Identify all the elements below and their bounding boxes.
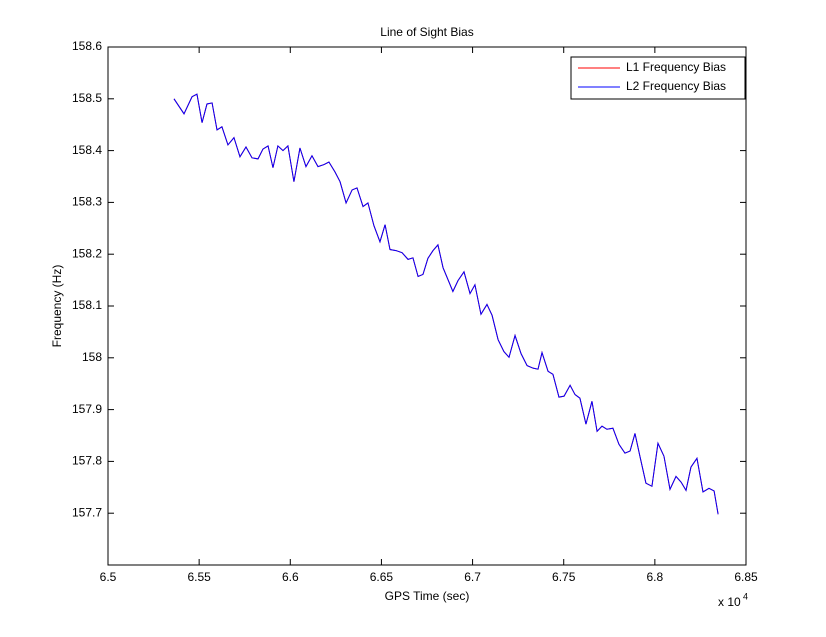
y-tick-label: 158.3 [72,195,102,209]
y-tick-label: 158.2 [72,246,102,260]
y-axis-label: Frequency (Hz) [50,265,64,348]
y-tick-label: 157.9 [72,402,102,416]
x-multiplier: x 10 [718,595,741,609]
x-tick-label: 6.55 [187,570,211,584]
x-multiplier-exponent: 4 [743,591,748,601]
data-line [173,93,719,515]
legend-box [570,56,746,100]
x-axis-label: GPS Time (sec) [385,589,470,603]
x-tick-label: 6.6 [282,570,299,584]
y-tick-label: 158.6 [72,39,102,53]
y-tick-label: 158.5 [72,91,102,105]
chart-title: Line of Sight Bias [380,25,473,39]
plot-area [107,46,747,566]
x-tick-label: 6.85 [734,570,758,584]
y-tick-label: 157.8 [72,454,102,468]
y-tick-label: 158.4 [72,143,102,157]
x-tick-label: 6.8 [647,570,664,584]
x-tick-label: 6.7 [464,570,481,584]
y-tick-label: 157.7 [72,505,102,519]
legend-label: L2 Frequency Bias [626,79,726,93]
x-tick-label: 6.5 [100,570,117,584]
x-tick-label: 6.75 [552,570,576,584]
x-tick-label: 6.65 [370,570,394,584]
y-tick-label: 158.1 [72,298,102,312]
y-tick-label: 158 [82,350,102,364]
legend-label: L1 Frequency Bias [626,60,726,74]
